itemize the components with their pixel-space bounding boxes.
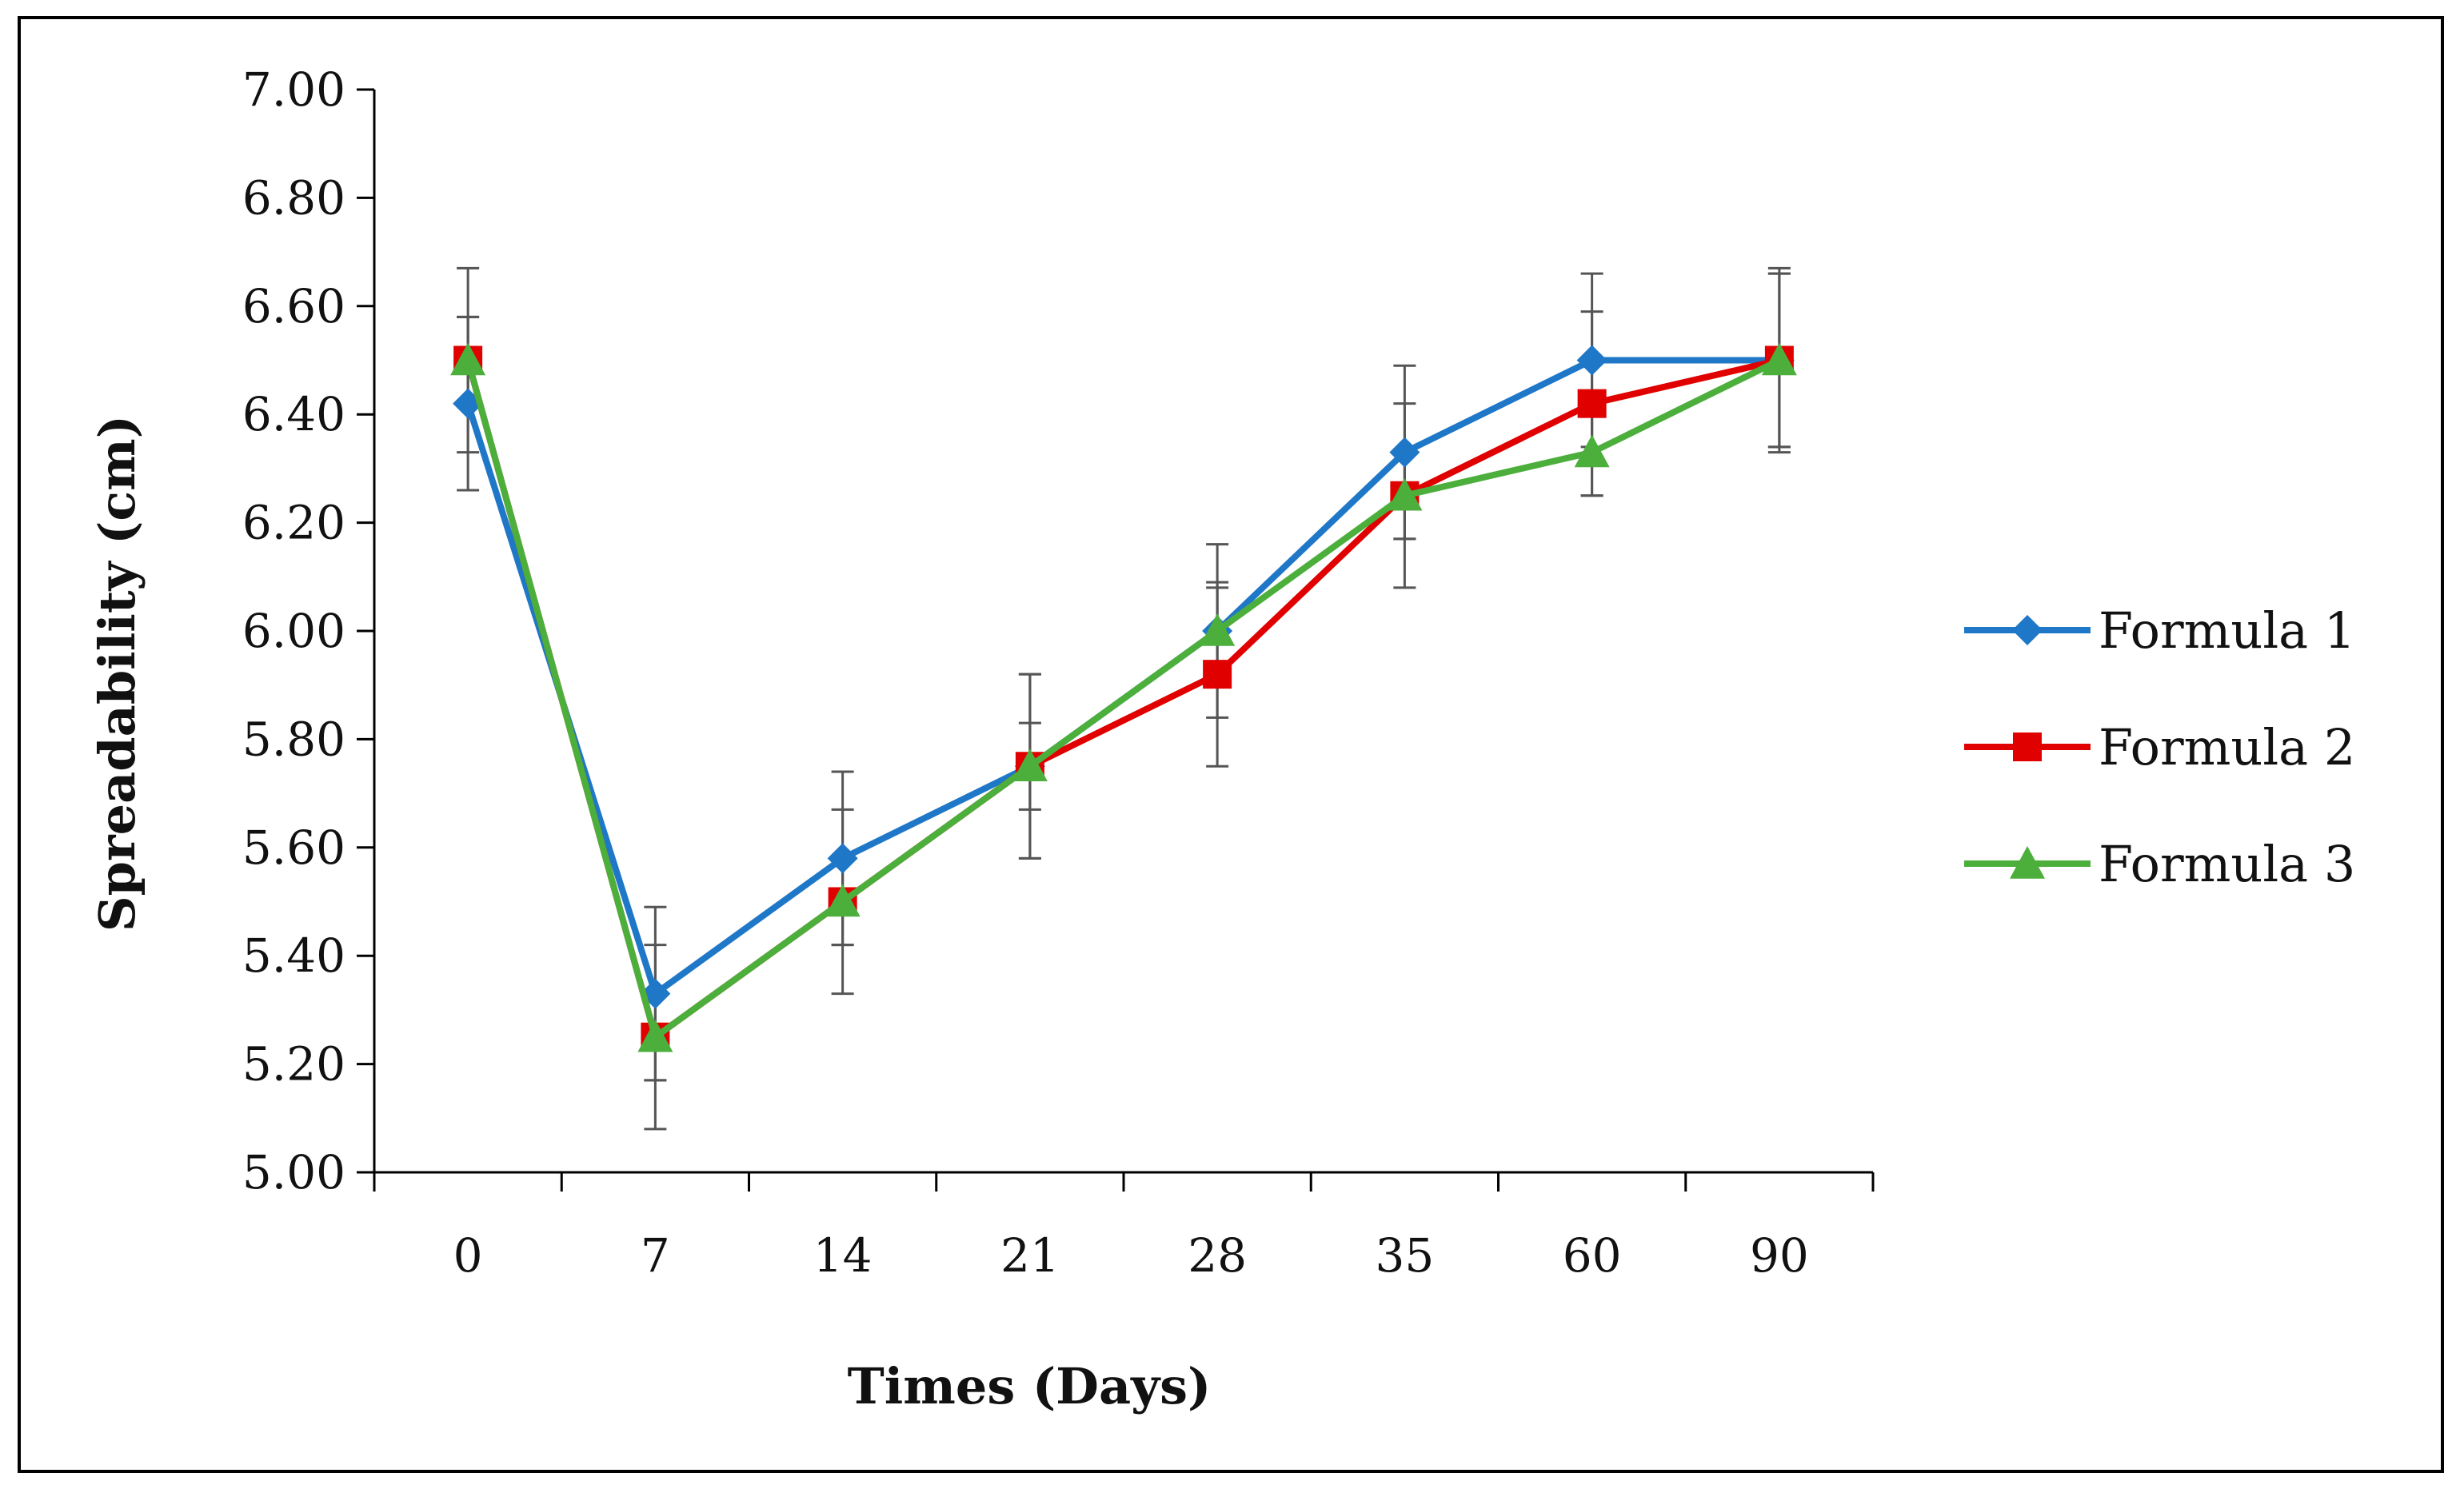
data-point (1761, 342, 1797, 376)
data-point (825, 884, 861, 917)
data-point (1012, 748, 1048, 781)
legend-item: Formula 1 (1964, 601, 2355, 660)
legend-item: Formula 2 (1964, 718, 2355, 776)
y-tick-label: 6.60 (242, 279, 345, 333)
y-tick-label: 6.00 (242, 604, 345, 658)
x-tick-label: 21 (1000, 1228, 1060, 1283)
data-point (1389, 437, 1420, 468)
data-point (1203, 660, 1232, 689)
data-point (1576, 345, 1607, 376)
y-tick-label: 7.00 (242, 62, 345, 117)
x-tick-label: 35 (1375, 1228, 1434, 1283)
data-point (1577, 389, 1607, 418)
x-tick-label: 90 (1750, 1228, 1809, 1283)
legend-marker (2013, 733, 2042, 761)
legend-marker (2012, 615, 2043, 645)
y-tick-label: 6.20 (242, 496, 345, 550)
x-tick-label: 28 (1188, 1228, 1247, 1283)
legend-label: Formula 2 (2099, 718, 2355, 776)
data-point (637, 1019, 673, 1052)
legend-item: Formula 3 (1964, 835, 2355, 893)
y-tick-label: 6.80 (242, 170, 345, 225)
series-line (465, 357, 1781, 1040)
legend: Formula 1 Formula 2 Formula 3 (1964, 601, 2355, 893)
axes: 5.00 5.20 5.40 5.60 5.80 6.00 6.20 6.40 6.60 6.80… (242, 62, 1875, 1283)
x-axis-title: Times (Days) (848, 1357, 1212, 1415)
data-point (1387, 477, 1423, 511)
legend-label: Formula 1 (2099, 601, 2355, 660)
x-tick-label: 7 (641, 1228, 670, 1283)
x-tick-label: 60 (1563, 1228, 1622, 1283)
y-tick-label: 5.00 (242, 1145, 345, 1200)
legend-marker (2010, 846, 2045, 879)
y-tick-label: 5.60 (242, 820, 345, 875)
y-tick-label: 5.40 (242, 928, 345, 983)
data-point (450, 342, 486, 376)
y-tick-label: 6.40 (242, 387, 345, 441)
y-tick-label: 5.20 (242, 1037, 345, 1092)
series-3 (450, 342, 1797, 1052)
data-point (1574, 434, 1610, 468)
data-point (827, 843, 858, 874)
y-axis-title: Spreadability (cm) (88, 415, 146, 932)
legend-label: Formula 3 (2099, 835, 2355, 893)
data-point (1200, 613, 1236, 646)
x-tick-label: 14 (813, 1228, 873, 1283)
series (450, 342, 1797, 1052)
x-tick-label: 0 (453, 1228, 483, 1283)
y-tick-label: 5.80 (242, 712, 345, 766)
